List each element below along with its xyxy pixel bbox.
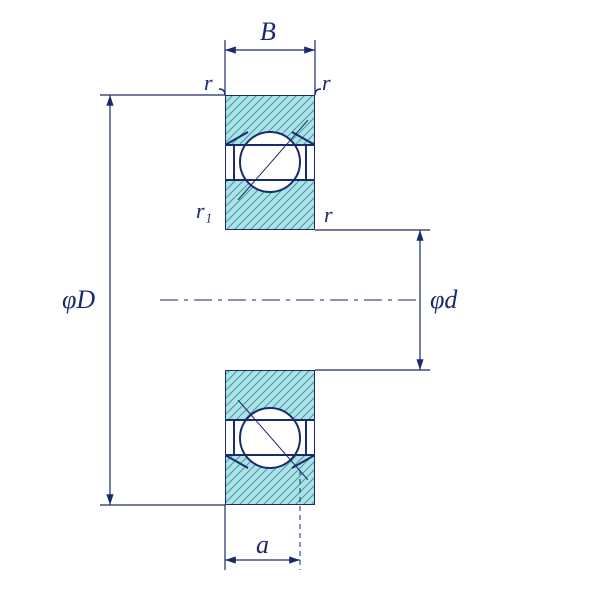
label-r-inner: r xyxy=(324,202,333,227)
label-a: a xyxy=(256,530,269,559)
label-r-left: r xyxy=(204,70,213,95)
label-r-right: r xyxy=(322,70,331,95)
bearing-cross-section: B φD φd a r r r₁ r xyxy=(0,0,600,600)
label-r1: r₁ xyxy=(196,198,212,223)
dim-B: B xyxy=(225,17,315,95)
section-bottom xyxy=(225,370,315,505)
label-d: φd xyxy=(430,285,458,314)
section-top xyxy=(225,95,315,230)
label-B: B xyxy=(260,17,276,46)
label-D: φD xyxy=(62,285,95,314)
